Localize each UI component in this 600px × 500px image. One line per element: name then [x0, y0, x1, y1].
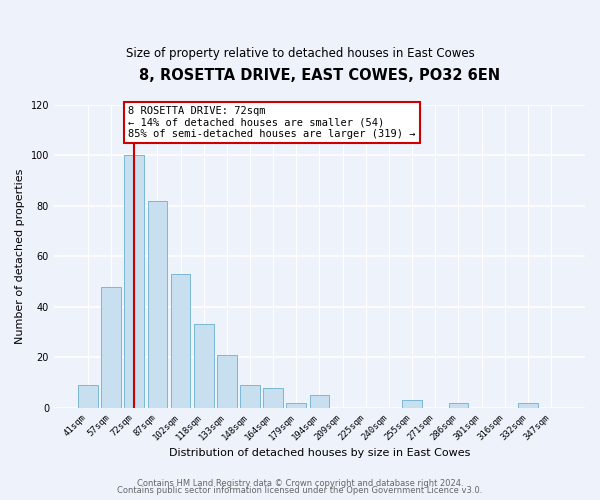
Bar — [286, 403, 306, 408]
Bar — [148, 200, 167, 408]
Bar — [518, 403, 538, 408]
Text: Contains public sector information licensed under the Open Government Licence v3: Contains public sector information licen… — [118, 486, 482, 495]
Text: 8 ROSETTA DRIVE: 72sqm
← 14% of detached houses are smaller (54)
85% of semi-det: 8 ROSETTA DRIVE: 72sqm ← 14% of detached… — [128, 106, 416, 139]
Title: 8, ROSETTA DRIVE, EAST COWES, PO32 6EN: 8, ROSETTA DRIVE, EAST COWES, PO32 6EN — [139, 68, 500, 82]
Bar — [263, 388, 283, 408]
X-axis label: Distribution of detached houses by size in East Cowes: Distribution of detached houses by size … — [169, 448, 470, 458]
Text: Size of property relative to detached houses in East Cowes: Size of property relative to detached ho… — [125, 48, 475, 60]
Bar — [449, 403, 468, 408]
Bar — [194, 324, 214, 408]
Bar — [240, 385, 260, 408]
Bar — [402, 400, 422, 408]
Bar — [101, 286, 121, 408]
Text: Contains HM Land Registry data © Crown copyright and database right 2024.: Contains HM Land Registry data © Crown c… — [137, 478, 463, 488]
Bar — [124, 155, 144, 408]
Bar — [310, 396, 329, 408]
Y-axis label: Number of detached properties: Number of detached properties — [15, 168, 25, 344]
Bar — [217, 355, 236, 408]
Bar — [78, 385, 98, 408]
Bar — [170, 274, 190, 408]
